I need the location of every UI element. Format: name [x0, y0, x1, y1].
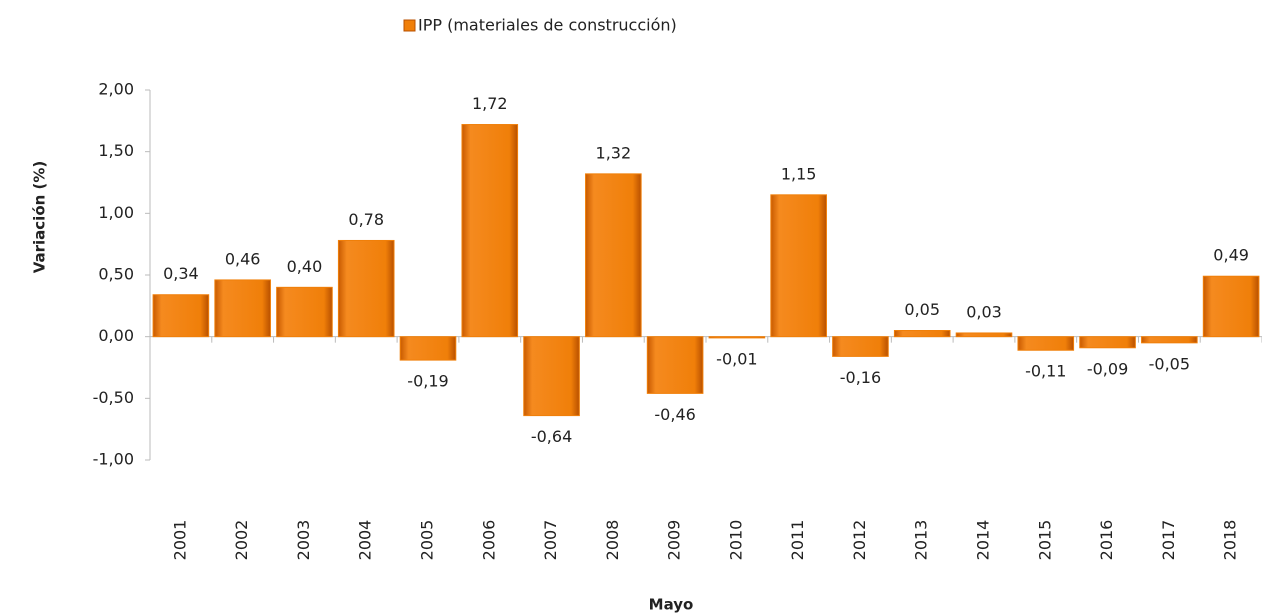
bar [276, 286, 333, 338]
bar [461, 124, 519, 338]
bar [708, 336, 766, 339]
x-tick-label: 2001 [170, 520, 189, 561]
x-tick-label: 2003 [294, 520, 313, 561]
bar [1141, 336, 1198, 344]
value-label: 1,72 [472, 94, 508, 113]
x-tick-label: 2016 [1097, 520, 1116, 561]
legend-swatch [403, 19, 416, 32]
y-tick-label: -1,00 [93, 450, 134, 469]
value-label: 1,15 [781, 164, 817, 183]
value-label: 0,34 [163, 264, 199, 283]
x-tick-label: 2002 [232, 520, 251, 561]
y-tick-label: 1,50 [98, 141, 134, 160]
value-label: 1,32 [596, 143, 632, 162]
x-tick-label: 2005 [418, 520, 437, 561]
legend-label: IPP (materiales de construcción) [418, 16, 677, 35]
value-label: 0,03 [966, 302, 1002, 321]
bar [1202, 275, 1260, 338]
x-tick-label: 2018 [1221, 520, 1240, 561]
value-label: -0,05 [1149, 354, 1190, 373]
bar [893, 330, 951, 338]
value-label: 0,78 [348, 210, 384, 229]
x-tick-label: 2014 [974, 520, 993, 561]
bar [337, 239, 395, 338]
bar [832, 336, 889, 357]
x-tick-label: 2009 [665, 520, 684, 561]
value-label: 0,46 [225, 249, 261, 268]
value-label: 0,40 [287, 257, 323, 276]
bar [523, 336, 580, 417]
value-label: -0,01 [716, 349, 757, 368]
bar [214, 279, 271, 338]
x-tick-label: 2010 [726, 520, 745, 561]
bar [1017, 336, 1075, 351]
x-tick-label: 2008 [603, 520, 622, 561]
value-label: -0,46 [654, 405, 695, 424]
y-tick-label: -0,50 [93, 388, 134, 407]
bar [955, 332, 1013, 338]
x-tick-label: 2017 [1159, 520, 1178, 561]
bar [585, 173, 642, 338]
value-label: 0,49 [1213, 246, 1249, 265]
value-label: -0,09 [1087, 359, 1128, 378]
y-tick-label: 2,00 [98, 80, 134, 99]
value-label: -0,16 [840, 368, 881, 387]
x-tick-label: 2011 [788, 520, 807, 561]
y-tick-label: 0,00 [98, 326, 134, 345]
y-tick-label: 0,50 [98, 265, 134, 284]
x-axis-label: Mayo [649, 596, 694, 614]
bar [646, 336, 704, 394]
value-label: -0,19 [407, 372, 448, 391]
y-axis-label: Variación (%) [31, 161, 49, 274]
bar [770, 194, 827, 338]
value-label: -0,64 [531, 427, 572, 446]
x-tick-label: 2004 [356, 520, 375, 561]
x-tick-label: 2015 [1035, 520, 1054, 561]
bar [152, 294, 210, 338]
x-tick-label: 2006 [479, 520, 498, 561]
value-label: -0,11 [1025, 362, 1066, 381]
value-label: 0,05 [904, 300, 940, 319]
x-tick-label: 2007 [541, 520, 560, 561]
x-tick-label: 2013 [912, 520, 931, 561]
bar [1079, 336, 1136, 349]
y-tick-label: 1,00 [98, 203, 134, 222]
bar [399, 336, 457, 361]
x-tick-label: 2012 [850, 520, 869, 561]
